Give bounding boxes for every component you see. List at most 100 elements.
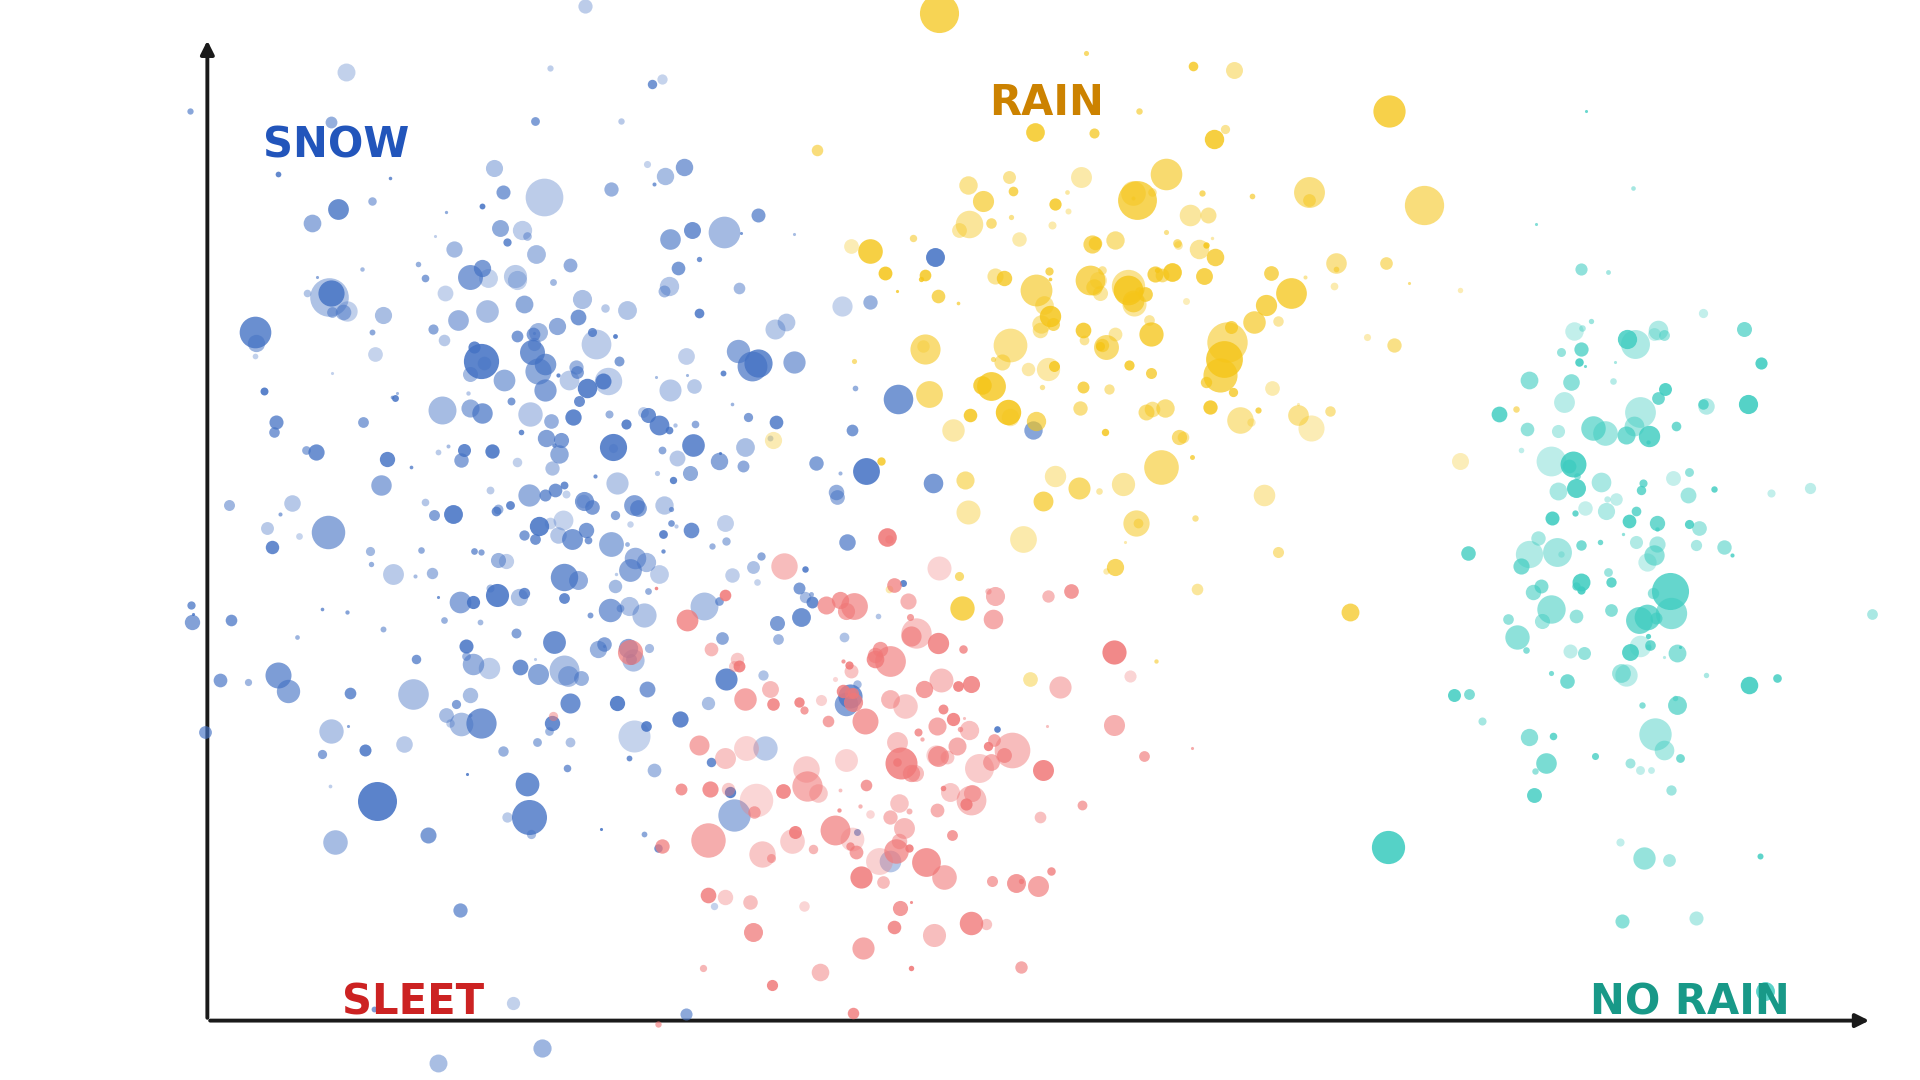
Point — [931, 748, 962, 766]
Point — [430, 706, 461, 724]
Point — [799, 841, 829, 859]
Point — [1200, 248, 1231, 266]
Point — [323, 200, 353, 217]
Point — [438, 505, 468, 523]
Point — [1100, 558, 1131, 576]
Point — [897, 627, 927, 645]
Point — [444, 901, 474, 918]
Point — [478, 160, 509, 177]
Point — [536, 460, 566, 477]
Point — [922, 746, 952, 764]
Point — [1638, 584, 1668, 602]
Point — [1555, 373, 1586, 390]
Point — [1548, 393, 1578, 410]
Point — [874, 652, 904, 670]
Point — [1613, 330, 1644, 348]
Point — [643, 566, 674, 583]
Point — [837, 831, 868, 848]
Point — [612, 301, 643, 319]
Point — [1146, 267, 1177, 284]
Point — [1294, 184, 1325, 201]
Point — [618, 497, 649, 514]
Point — [881, 390, 912, 407]
Point — [1576, 312, 1607, 329]
Point — [789, 896, 820, 914]
Point — [924, 4, 954, 22]
Point — [1409, 197, 1440, 214]
Point — [670, 348, 701, 365]
Point — [1628, 850, 1659, 867]
Point — [1628, 474, 1659, 491]
Point — [708, 224, 739, 241]
Point — [1734, 676, 1764, 693]
Point — [843, 824, 874, 841]
Point — [643, 839, 674, 856]
Point — [1592, 264, 1622, 281]
Point — [655, 230, 685, 247]
Point — [712, 781, 743, 798]
Point — [789, 701, 820, 718]
Point — [330, 63, 361, 80]
Point — [705, 445, 735, 462]
Point — [1536, 510, 1567, 527]
Point — [455, 269, 486, 286]
Point — [357, 192, 388, 210]
Point — [1194, 399, 1225, 416]
Point — [601, 475, 632, 492]
Point — [580, 468, 611, 485]
Point — [1538, 728, 1569, 745]
Point — [968, 377, 998, 394]
Point — [745, 548, 776, 565]
Point — [1536, 664, 1567, 681]
Point — [486, 219, 516, 237]
Point — [676, 522, 707, 539]
Point — [662, 259, 693, 276]
Point — [975, 214, 1006, 231]
Point — [1008, 530, 1039, 548]
Point — [660, 417, 691, 434]
Point — [376, 388, 407, 405]
Point — [1636, 636, 1667, 653]
Point — [1035, 270, 1066, 287]
Point — [1064, 480, 1094, 497]
Point — [803, 784, 833, 801]
Point — [467, 405, 497, 422]
Point — [835, 663, 866, 680]
Point — [419, 321, 449, 338]
Point — [945, 720, 975, 738]
Point — [996, 741, 1027, 758]
Point — [924, 747, 954, 765]
Point — [298, 214, 328, 231]
Point — [1620, 335, 1651, 352]
Point — [445, 715, 476, 732]
Point — [647, 542, 678, 559]
Point — [730, 740, 760, 757]
Point — [662, 449, 693, 467]
Point — [895, 839, 925, 856]
Point — [522, 362, 553, 379]
Point — [369, 620, 399, 637]
Point — [1663, 645, 1693, 662]
Point — [1123, 514, 1154, 531]
Point — [1642, 389, 1672, 406]
Point — [881, 754, 912, 771]
Point — [413, 826, 444, 843]
Point — [1605, 834, 1636, 851]
Point — [453, 384, 484, 402]
Point — [1536, 600, 1567, 618]
Point — [419, 227, 449, 244]
Point — [541, 316, 572, 334]
Point — [935, 783, 966, 800]
Point — [1663, 696, 1693, 713]
Point — [397, 686, 428, 703]
Point — [839, 597, 870, 615]
Point — [693, 832, 724, 849]
Point — [1546, 545, 1576, 563]
Point — [1031, 717, 1062, 734]
Point — [457, 656, 488, 673]
Point — [1150, 165, 1181, 183]
Point — [1857, 606, 1887, 623]
Point — [680, 415, 710, 432]
Point — [806, 691, 837, 708]
Point — [900, 624, 931, 642]
